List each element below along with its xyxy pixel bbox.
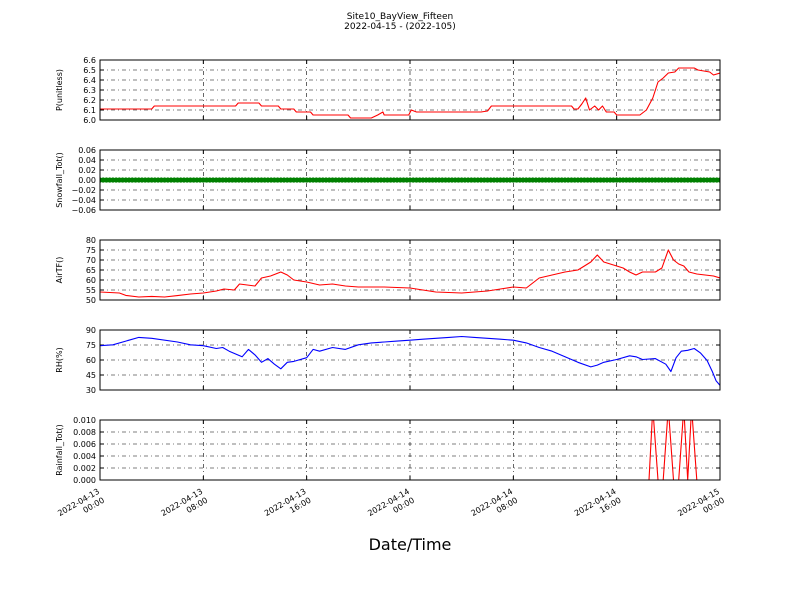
y-tick-label: 30 bbox=[86, 386, 96, 395]
panel-frame bbox=[99, 329, 721, 391]
y-tick-label: 6.4 bbox=[83, 76, 96, 85]
x-tick-label: 2022-04-1500:00 bbox=[676, 487, 726, 527]
y-tick-label: 65 bbox=[86, 266, 96, 275]
y-tick-label: 6.5 bbox=[83, 66, 96, 75]
y-axis-label: AirTF() bbox=[55, 257, 64, 284]
chart-panels: 6.06.16.26.36.46.56.6P(unitless)−0.06−0.… bbox=[55, 56, 726, 527]
chart-subtitle: 2022-04-15 - (2022-105) bbox=[344, 22, 456, 32]
y-tick-label: 0.010 bbox=[73, 416, 96, 425]
panel-frame bbox=[99, 59, 721, 121]
y-tick-label: 45 bbox=[86, 371, 96, 380]
y-tick-label: 75 bbox=[86, 341, 96, 350]
panel-rainfall: 0.000 0.002 0.004 0.006 0.008 0.010 Rainfall_T… bbox=[55, 416, 721, 485]
y-tick-label: 0.00 bbox=[78, 176, 96, 185]
y-tick-label: 55 bbox=[86, 286, 96, 295]
x-tick-label: 2022-04-1316:00 bbox=[263, 487, 313, 527]
panel-snowfall: −0.06−0.04−0.020.000.020.040.06 Snowfall_… bbox=[55, 146, 721, 215]
y-tick-label: 0.000 bbox=[73, 476, 96, 485]
y-axis-label: Rainfall_Tot() bbox=[55, 424, 64, 476]
y-tick-label: 0.002 bbox=[73, 464, 96, 473]
y-tick-label: −0.06 bbox=[71, 206, 96, 215]
y-tick-label: 6.3 bbox=[83, 86, 96, 95]
y-tick-label: 80 bbox=[86, 236, 96, 245]
x-axis-title: Date/Time bbox=[369, 535, 452, 554]
y-tick-label: 0.04 bbox=[78, 156, 96, 165]
y-tick-label: 90 bbox=[86, 326, 96, 335]
y-tick-label: 6.2 bbox=[83, 96, 96, 105]
y-tick-label: 6.1 bbox=[83, 106, 96, 115]
data-point bbox=[717, 177, 720, 183]
series-line-air-temperature bbox=[100, 249, 720, 298]
x-tick-label: 2022-04-1308:00 bbox=[160, 487, 210, 527]
y-axis-label: Snowfall_Tot() bbox=[55, 152, 64, 208]
x-tick-label: 2022-04-1400:00 bbox=[366, 487, 416, 527]
x-tick-label: 2022-04-1300:00 bbox=[56, 487, 106, 527]
y-tick-label: 0.004 bbox=[73, 452, 96, 461]
y-tick-label: 6.0 bbox=[83, 116, 96, 125]
panel-relative-humidity: 30 45 60 75 90 RH(%) bbox=[55, 326, 721, 395]
x-tick-label: 2022-04-1416:00 bbox=[573, 487, 623, 527]
y-tick-label: −0.02 bbox=[71, 186, 96, 195]
panel-frame bbox=[99, 419, 721, 481]
panel-pressure: 6.06.16.26.36.46.56.6 P(unitless) bbox=[55, 56, 721, 125]
y-tick-label: 60 bbox=[86, 276, 96, 285]
y-axis-label: P(unitless) bbox=[55, 69, 64, 111]
y-tick-label: 0.06 bbox=[78, 146, 96, 155]
y-tick-label: 0.006 bbox=[73, 440, 96, 449]
y-tick-label: 0.02 bbox=[78, 166, 96, 175]
y-tick-label: 70 bbox=[86, 256, 96, 265]
y-tick-label: 6.6 bbox=[83, 56, 96, 65]
y-tick-label: −0.04 bbox=[71, 196, 96, 205]
chart-title: Site10_BayView_Fifteen bbox=[347, 12, 453, 22]
series-line-relative-humidity bbox=[100, 335, 720, 386]
x-tick-label: 2022-04-1408:00 bbox=[470, 487, 520, 527]
y-tick-label: 60 bbox=[86, 356, 96, 365]
y-axis-label: RH(%) bbox=[55, 347, 64, 372]
panel-frame bbox=[99, 149, 721, 211]
panel-frame bbox=[99, 239, 721, 301]
y-tick-label: 75 bbox=[86, 246, 96, 255]
y-tick-label: 50 bbox=[86, 296, 96, 305]
series-line-pressure bbox=[100, 67, 720, 119]
x-tick-labels: 2022-04-1300:00 2022-04-1308:00 2022-04-13… bbox=[56, 487, 726, 527]
y-tick-label: 0.008 bbox=[73, 428, 96, 437]
